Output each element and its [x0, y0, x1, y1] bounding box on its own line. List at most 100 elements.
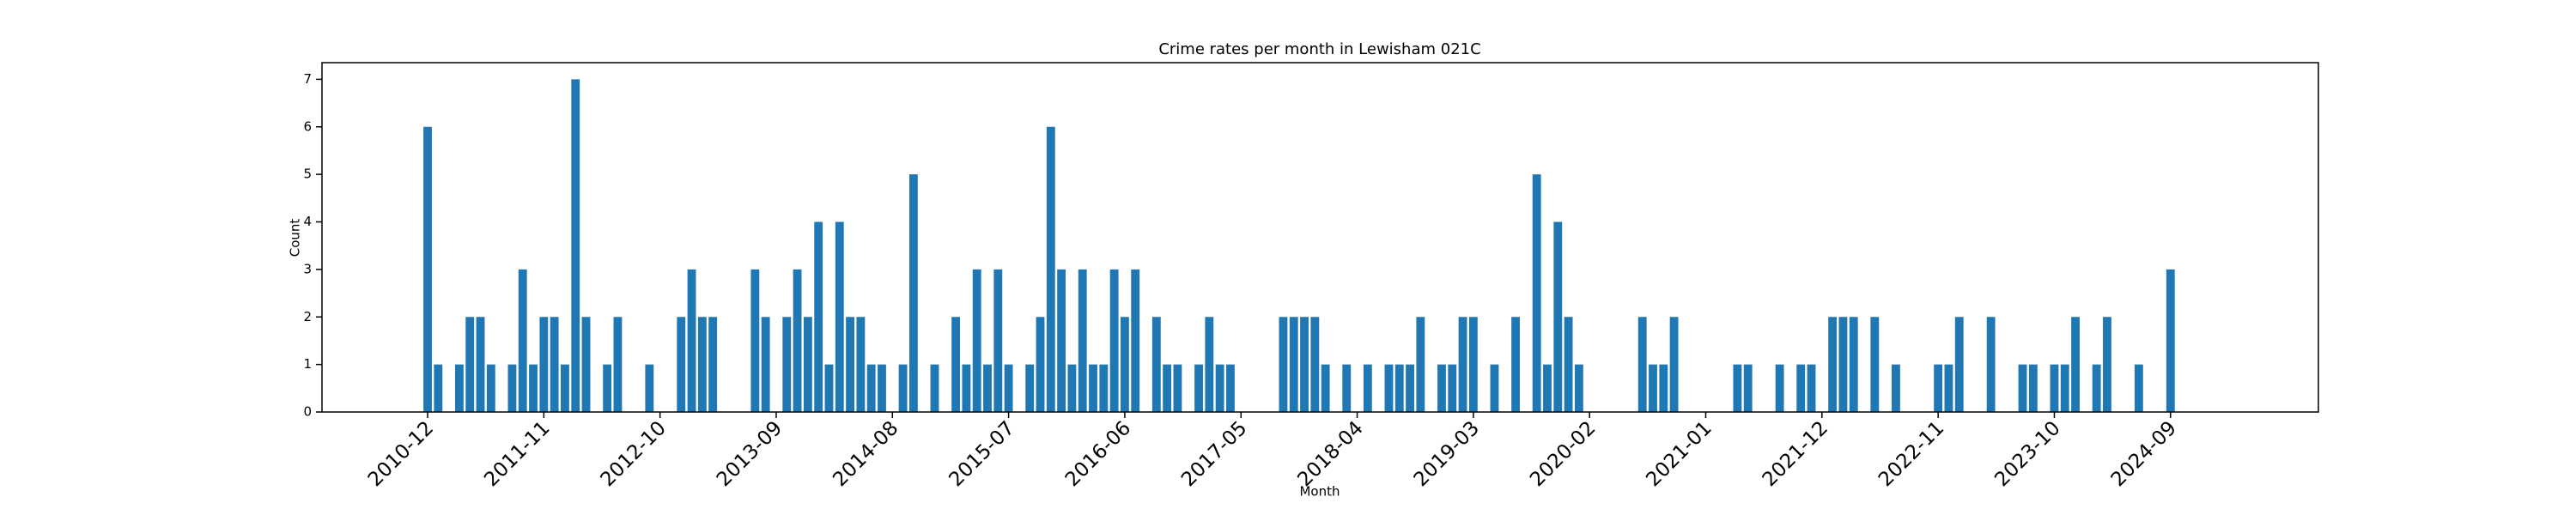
bar: [835, 221, 844, 412]
bar: [1406, 364, 1414, 412]
bar: [1437, 364, 1446, 412]
x-tick-label: 2023-10: [1990, 417, 2064, 491]
bar: [2166, 269, 2175, 412]
x-tick-label: 2021-01: [1642, 417, 1716, 491]
bar: [1025, 364, 1035, 412]
bar: [2071, 317, 2080, 412]
bar: [803, 317, 812, 412]
bar: [581, 317, 591, 412]
x-tick-label: 2013-09: [713, 417, 787, 491]
bar: [1194, 364, 1203, 412]
x-axis-label: Month: [1299, 484, 1340, 500]
bar: [645, 364, 654, 412]
bar: [2060, 364, 2069, 412]
bar: [697, 317, 707, 412]
x-tick-label: 2024-09: [2107, 417, 2181, 491]
bar: [518, 269, 527, 412]
bar: [1849, 317, 1858, 412]
bar: [571, 79, 580, 412]
bar: [507, 364, 517, 412]
bar: [1279, 317, 1288, 412]
bar: [824, 364, 834, 412]
bar: [1986, 317, 1996, 412]
x-tick-label: 2012-10: [597, 417, 671, 491]
bar: [908, 174, 918, 412]
bar: [1342, 364, 1352, 412]
bar: [1289, 317, 1298, 412]
bar: [708, 317, 718, 412]
bar: [814, 221, 823, 412]
bar: [1796, 364, 1806, 412]
chart-title: Crime rates per month in Lewisham 021C: [1158, 40, 1480, 58]
bar: [1807, 364, 1816, 412]
bar: [1036, 317, 1045, 412]
x-tick-label: 2014-08: [829, 417, 902, 491]
bar: [1543, 364, 1552, 412]
bar: [1870, 317, 1880, 412]
bar: [1553, 221, 1563, 412]
bar: [1384, 364, 1394, 412]
bar: [486, 364, 495, 412]
bar: [1448, 364, 1457, 412]
bar: [856, 317, 866, 412]
bar: [793, 269, 802, 412]
bar: [1046, 126, 1055, 412]
bar: [1944, 364, 1953, 412]
y-tick-label: 3: [303, 261, 312, 276]
bar: [930, 364, 939, 412]
bar: [1310, 317, 1320, 412]
bar: [1564, 317, 1573, 412]
bar: [1828, 317, 1838, 412]
y-axis-label: Count: [288, 219, 303, 258]
y-tick-label: 0: [303, 404, 312, 420]
bar: [1394, 364, 1404, 412]
bar: [1649, 364, 1657, 412]
bar: [1004, 364, 1013, 412]
y-tick-label: 6: [303, 118, 312, 134]
bar: [677, 317, 686, 412]
bar: [1637, 317, 1647, 412]
bar: [1078, 269, 1087, 412]
bar: [1067, 364, 1077, 412]
bar: [1121, 317, 1129, 412]
y-tick-label: 2: [303, 309, 312, 324]
plot-frame: [321, 62, 2319, 413]
bar: [1163, 364, 1172, 412]
bar: [561, 364, 569, 412]
bar: [1057, 269, 1066, 412]
bar: [1300, 317, 1309, 412]
bar: [1226, 364, 1235, 412]
bar: [2018, 364, 2027, 412]
bar: [1205, 317, 1214, 412]
bar: [1109, 269, 1119, 412]
y-tick-label: 1: [303, 356, 312, 372]
bar: [1363, 364, 1372, 412]
bar: [782, 317, 792, 412]
bar: [1743, 364, 1753, 412]
bar: [1659, 364, 1668, 412]
bar: [1892, 364, 1900, 412]
x-tick-label: 2021-12: [1759, 417, 1832, 491]
bar: [1934, 364, 1943, 412]
y-tick-label: 5: [303, 167, 312, 182]
bar: [613, 317, 623, 412]
bar: [529, 364, 538, 412]
bar: [750, 269, 760, 412]
bar: [898, 364, 908, 412]
bar: [1416, 317, 1425, 412]
bar: [1151, 317, 1161, 412]
bar: [866, 364, 876, 412]
y-tick-label: 7: [303, 71, 312, 87]
bar: [2028, 364, 2038, 412]
bar: [972, 269, 981, 412]
bar: [1131, 269, 1140, 412]
bar: [878, 364, 886, 412]
bar: [1775, 364, 1784, 412]
bar: [434, 364, 443, 412]
bar: [1954, 317, 1964, 412]
x-tick-label: 2018-04: [1293, 417, 1367, 491]
bar: [1458, 317, 1467, 412]
bar: [687, 269, 696, 412]
